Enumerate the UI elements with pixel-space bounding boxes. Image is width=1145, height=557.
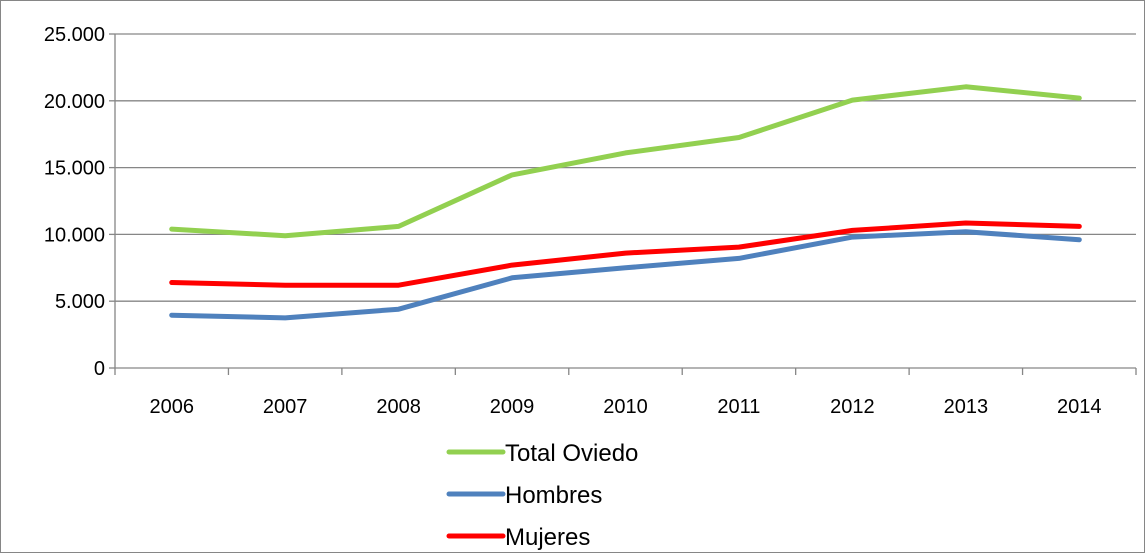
y-tick-label: 25.000 — [44, 24, 105, 46]
x-tick-label: 2014 — [1057, 396, 1102, 418]
x-tick-label: 2010 — [603, 396, 648, 418]
x-tick-label: 2006 — [149, 396, 194, 418]
x-tick-label: 2009 — [490, 396, 535, 418]
y-tick-label: 5.000 — [55, 291, 105, 313]
legend-label: Mujeres — [505, 524, 590, 551]
gridlines — [115, 33, 1136, 302]
x-tick-label: 2011 — [717, 396, 760, 418]
y-tick-label: 0 — [94, 358, 105, 380]
series-line — [169, 229, 1082, 321]
x-tick-label: 2013 — [944, 396, 989, 418]
legend-label: Total Oviedo — [505, 440, 638, 467]
x-tick-labels: 2006 2007 2008 2009 2010 2011 2012 2013 2014 — [149, 396, 1101, 418]
y-tick-label: 15.000 — [44, 158, 105, 180]
axes — [109, 33, 1137, 375]
x-tick-label: 2007 — [263, 396, 308, 418]
x-tick-label: 2008 — [376, 396, 421, 418]
series-line — [169, 84, 1082, 239]
legend-label: Hombres — [505, 482, 602, 509]
series-line — [169, 220, 1082, 288]
y-tick-label: 20.000 — [44, 91, 105, 113]
y-tick-label: 10.000 — [44, 224, 105, 246]
x-tick-label: 2012 — [830, 396, 875, 418]
y-tick-labels: 0 5.000 10.000 15.000 20.000 25.000 — [44, 24, 105, 380]
series-lines — [169, 84, 1082, 321]
legend: Total Oviedo Hombres Mujeres — [446, 440, 638, 551]
